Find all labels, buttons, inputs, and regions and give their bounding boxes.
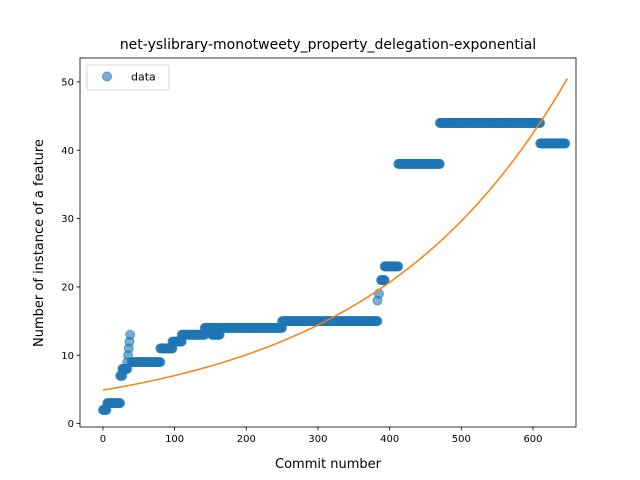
legend-marker-data [102,71,112,82]
x-axis: 0 100 200 300 400 500 600 [100,427,543,445]
x-tick-label: 0 [100,434,106,445]
y-tick-label: 20 [61,282,74,293]
x-tick-label: 400 [380,434,399,445]
data-point [155,357,166,368]
data-point [125,329,136,340]
x-tick-label: 600 [523,434,542,445]
data-point [393,261,404,272]
y-tick-label: 0 [68,419,74,430]
data-point [115,398,126,409]
x-tick-label: 200 [237,434,256,445]
chart-title: net-yslibrary-monotweety_property_delega… [120,37,536,53]
y-axis: 0 10 20 30 40 50 [61,77,80,430]
y-axis-title: Number of instance of a feature [32,139,47,347]
legend-box [86,64,170,91]
x-tick-label: 500 [452,434,471,445]
axes-frame [79,57,577,428]
y-tick-label: 30 [61,214,74,225]
x-tick-label: 100 [165,434,184,445]
plot-area [97,78,571,415]
data-points [97,117,571,415]
x-axis-title: Commit number [275,457,382,472]
data-point [372,316,383,327]
legend-label-data: data [131,71,156,84]
data-point [434,158,445,169]
legend: data [86,64,170,91]
y-tick-label: 10 [61,351,74,362]
data-point [560,138,571,149]
x-tick-label: 300 [308,434,327,445]
data-point [379,275,390,286]
fit-line [102,78,569,391]
y-tick-label: 50 [61,77,74,88]
y-tick-label: 40 [61,146,74,157]
data-point [373,288,384,299]
